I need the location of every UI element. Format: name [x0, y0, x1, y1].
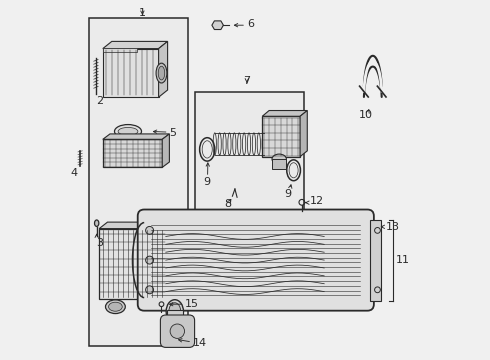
Bar: [90, 18, 189, 346]
Ellipse shape: [95, 220, 99, 226]
Polygon shape: [159, 41, 168, 97]
Ellipse shape: [146, 256, 153, 264]
Ellipse shape: [109, 302, 122, 311]
Ellipse shape: [170, 324, 185, 338]
Text: 15: 15: [185, 299, 198, 309]
Bar: [167, 310, 183, 336]
Polygon shape: [162, 134, 170, 167]
Text: 10: 10: [359, 110, 372, 120]
Ellipse shape: [169, 303, 181, 320]
Text: 13: 13: [386, 222, 400, 232]
FancyBboxPatch shape: [138, 210, 374, 311]
Ellipse shape: [272, 154, 286, 164]
Text: 5: 5: [170, 128, 176, 138]
FancyBboxPatch shape: [160, 315, 195, 347]
Text: 2: 2: [97, 96, 103, 106]
Polygon shape: [99, 222, 174, 229]
Text: 11: 11: [395, 255, 410, 265]
Text: 12: 12: [310, 196, 324, 206]
Bar: [370, 220, 381, 301]
Text: 14: 14: [193, 338, 207, 348]
Ellipse shape: [118, 127, 138, 135]
Text: 6: 6: [247, 19, 254, 29]
Ellipse shape: [158, 66, 165, 80]
Polygon shape: [262, 111, 307, 116]
Bar: [262, 116, 300, 157]
Bar: [272, 159, 286, 169]
Ellipse shape: [115, 125, 142, 138]
Text: 1: 1: [139, 8, 146, 18]
Ellipse shape: [156, 63, 167, 83]
Polygon shape: [300, 111, 307, 157]
Text: 7: 7: [243, 76, 250, 86]
Text: 3: 3: [97, 238, 103, 248]
Ellipse shape: [105, 300, 125, 314]
Bar: [103, 48, 137, 52]
Text: 9: 9: [285, 189, 292, 199]
Ellipse shape: [166, 300, 183, 323]
Bar: [195, 92, 304, 225]
Polygon shape: [212, 21, 223, 30]
Polygon shape: [166, 222, 174, 299]
Polygon shape: [103, 134, 170, 139]
Text: 8: 8: [224, 199, 232, 209]
Ellipse shape: [146, 226, 153, 234]
Text: 9: 9: [204, 177, 211, 187]
Ellipse shape: [146, 286, 153, 294]
Bar: [103, 49, 159, 97]
Bar: [99, 229, 166, 299]
Text: 4: 4: [71, 168, 77, 178]
Bar: [103, 139, 162, 167]
Polygon shape: [103, 41, 168, 49]
